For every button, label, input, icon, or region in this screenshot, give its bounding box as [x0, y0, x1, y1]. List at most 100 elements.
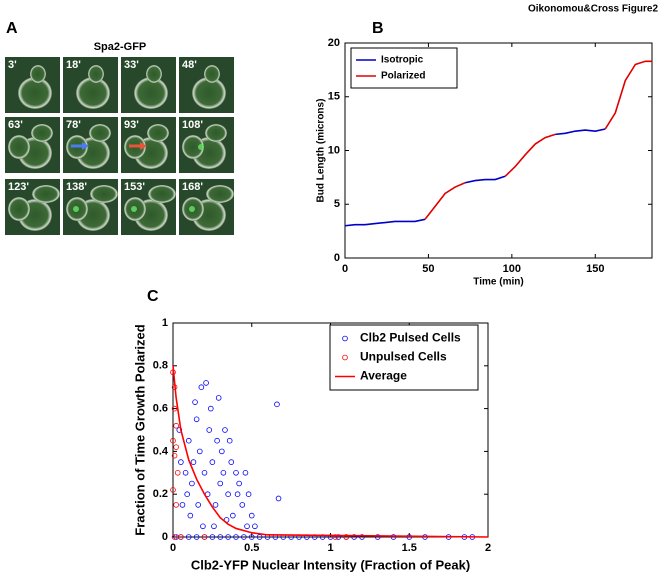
scatter-point: [245, 491, 252, 498]
bud: [148, 185, 176, 203]
scatter-point: [182, 469, 189, 476]
legend-label: Unpulsed Cells: [360, 350, 447, 364]
scatter-point: [198, 384, 205, 391]
x-axis-label: Clb2-YFP Nuclear Intensity (Fraction of …: [191, 557, 470, 572]
cell: [76, 77, 110, 109]
cell: [192, 77, 226, 109]
scatter-point: [170, 437, 176, 444]
scatter-point: [173, 502, 179, 508]
x-tick-label: 1: [327, 542, 333, 554]
y-tick-label: 5: [334, 198, 340, 210]
scatter-point: [179, 502, 186, 508]
micrograph-frame: 3': [5, 57, 60, 113]
frame-time: 108': [182, 119, 203, 131]
scatter-point: [335, 534, 342, 540]
x-tick-label: 0: [170, 542, 176, 554]
scatter-point: [248, 512, 255, 519]
data-line: [424, 60, 652, 220]
bud: [89, 124, 111, 142]
bud: [32, 185, 60, 203]
scatter-point: [275, 495, 282, 502]
legend: Clb2 Pulsed Cells Unpulsed Cells Average: [329, 324, 479, 391]
y-tick-label: 0.8: [153, 360, 168, 372]
frame-time: 18': [66, 59, 81, 71]
y-tick-label: 0.6: [153, 403, 168, 415]
gfp-spot: [198, 144, 204, 150]
scatter-point: [189, 480, 195, 487]
scatter-point: [252, 523, 258, 530]
scatter-point: [217, 534, 224, 540]
bud: [147, 124, 169, 142]
scatter-point: [203, 380, 209, 386]
scatter-point: [193, 534, 200, 540]
micrograph-frame: 138': [63, 179, 118, 235]
scatter-point: [171, 452, 178, 459]
scatter-point: [184, 491, 190, 498]
cell: [134, 77, 168, 109]
scatter-point: [187, 512, 194, 519]
scatter-point: [173, 444, 179, 450]
legend-label: Average: [360, 369, 407, 383]
frame-time: 153': [124, 181, 145, 193]
data-line: [344, 128, 606, 227]
bud: [146, 65, 162, 83]
scatter-point: [225, 534, 231, 540]
bud: [206, 185, 234, 203]
legend-swatch: [342, 335, 348, 342]
average-line: [172, 365, 489, 538]
legend-swatch: [342, 354, 348, 361]
y-tick-label: 0.4: [153, 445, 169, 457]
scatter-point: [242, 469, 249, 476]
scatter-point: [171, 534, 178, 540]
y-axis-label: Bud Length (microns): [316, 99, 327, 203]
y-tick-label: 10: [328, 144, 340, 156]
bud: [88, 65, 104, 83]
scatter-point: [185, 534, 192, 540]
x-tick-label: 1.5: [402, 542, 417, 554]
bud: [205, 124, 227, 142]
scatter-point: [206, 427, 213, 433]
legend-label: Clb2 Pulsed Cells: [360, 331, 461, 345]
micrograph-title: Spa2-GFP: [94, 41, 147, 53]
panel-label: C: [147, 288, 159, 305]
micrograph-frame: 153': [121, 179, 176, 235]
legend-box: [350, 47, 458, 89]
scatter-point: [230, 512, 236, 519]
cell: [8, 135, 30, 159]
x-tick-label: 2: [485, 542, 491, 554]
scatter-point: [226, 437, 233, 444]
scatter-point: [332, 534, 339, 540]
y-tick-label: 0: [162, 531, 168, 543]
x-tick-label: 0.5: [244, 542, 259, 554]
scatter-point: [208, 405, 214, 412]
frame-time: 138': [66, 181, 87, 193]
scatter-point: [239, 502, 246, 508]
scatter-point: [236, 480, 242, 487]
scatter-point: [220, 469, 227, 476]
micrograph-frame: 48': [179, 57, 234, 113]
scatter-point: [185, 437, 192, 444]
x-tick-label: 100: [503, 263, 521, 275]
x-tick-label: 150: [586, 263, 604, 275]
x-tick-label: 0: [342, 263, 348, 275]
scatter-point: [170, 487, 176, 493]
scatter-point: [214, 437, 220, 444]
scatter-point: [192, 399, 198, 405]
legend-label: Polarized: [381, 71, 425, 82]
scatter-point: [209, 459, 216, 465]
scatter-point: [201, 534, 208, 540]
arrow-head: [140, 142, 147, 150]
scatter-point: [212, 502, 219, 508]
scatter-point: [374, 534, 381, 540]
legend: Isotropic Polarized: [350, 47, 458, 89]
legend-box: [329, 324, 479, 391]
scatter-point: [343, 534, 350, 540]
x-axis-label: Time (min): [473, 277, 523, 288]
scatter-point: [196, 448, 203, 455]
figure-label: Oikonomou&Cross Figure2: [528, 4, 658, 15]
scatter-point: [200, 523, 206, 530]
scatter-point: [390, 534, 397, 540]
scatter-point: [173, 422, 179, 429]
y-tick-label: 20: [328, 37, 340, 49]
scatter-point: [234, 491, 241, 498]
